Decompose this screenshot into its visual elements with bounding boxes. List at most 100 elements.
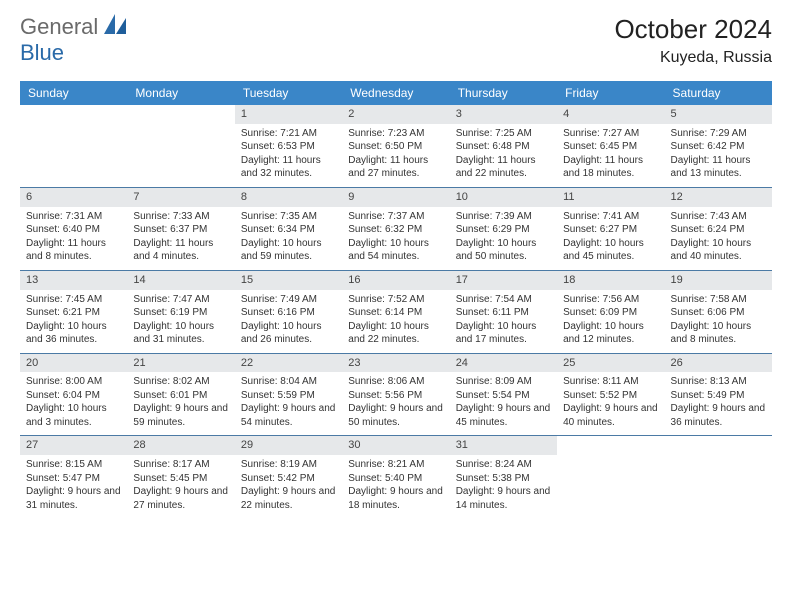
sunrise-text: Sunrise: 8:11 AM <box>563 375 658 389</box>
daylight-text: Daylight: 10 hours and 40 minutes. <box>671 237 766 264</box>
day-number: 31 <box>450 436 557 455</box>
day-body: Sunrise: 7:54 AMSunset: 6:11 PMDaylight:… <box>450 290 557 353</box>
day-number: 24 <box>450 354 557 373</box>
calendar-day-cell <box>127 105 234 187</box>
day-body: Sunrise: 8:06 AMSunset: 5:56 PMDaylight:… <box>342 372 449 435</box>
day-body <box>557 440 664 496</box>
calendar-day-cell: 18Sunrise: 7:56 AMSunset: 6:09 PMDayligh… <box>557 270 664 353</box>
day-body: Sunrise: 7:27 AMSunset: 6:45 PMDaylight:… <box>557 124 664 187</box>
sunrise-text: Sunrise: 8:21 AM <box>348 458 443 472</box>
sunset-text: Sunset: 5:38 PM <box>456 472 551 486</box>
sunset-text: Sunset: 6:37 PM <box>133 223 228 237</box>
brand-word-2: Blue <box>20 40 64 65</box>
daylight-text: Daylight: 9 hours and 54 minutes. <box>241 402 336 429</box>
calendar-week-row: 27Sunrise: 8:15 AMSunset: 5:47 PMDayligh… <box>20 436 772 518</box>
sunset-text: Sunset: 6:19 PM <box>133 306 228 320</box>
calendar-day-cell <box>20 105 127 187</box>
day-number: 13 <box>20 271 127 290</box>
day-body <box>665 440 772 496</box>
day-number: 9 <box>342 188 449 207</box>
daylight-text: Daylight: 11 hours and 18 minutes. <box>563 154 658 181</box>
sunset-text: Sunset: 5:56 PM <box>348 389 443 403</box>
sunrise-text: Sunrise: 7:43 AM <box>671 210 766 224</box>
sunset-text: Sunset: 6:50 PM <box>348 140 443 154</box>
top-bar: General Blue October 2024 Kuyeda, Russia <box>20 14 772 67</box>
daylight-text: Daylight: 10 hours and 50 minutes. <box>456 237 551 264</box>
sunset-text: Sunset: 6:06 PM <box>671 306 766 320</box>
day-body: Sunrise: 7:35 AMSunset: 6:34 PMDaylight:… <box>235 207 342 270</box>
calendar-day-cell: 16Sunrise: 7:52 AMSunset: 6:14 PMDayligh… <box>342 270 449 353</box>
sunrise-text: Sunrise: 7:52 AM <box>348 293 443 307</box>
daylight-text: Daylight: 11 hours and 27 minutes. <box>348 154 443 181</box>
calendar-day-cell: 30Sunrise: 8:21 AMSunset: 5:40 PMDayligh… <box>342 436 449 518</box>
day-body: Sunrise: 8:00 AMSunset: 6:04 PMDaylight:… <box>20 372 127 435</box>
sunrise-text: Sunrise: 7:45 AM <box>26 293 121 307</box>
day-body: Sunrise: 7:23 AMSunset: 6:50 PMDaylight:… <box>342 124 449 187</box>
day-body: Sunrise: 8:13 AMSunset: 5:49 PMDaylight:… <box>665 372 772 435</box>
daylight-text: Daylight: 9 hours and 31 minutes. <box>26 485 121 512</box>
calendar-body: 1Sunrise: 7:21 AMSunset: 6:53 PMDaylight… <box>20 105 772 518</box>
sunset-text: Sunset: 5:47 PM <box>26 472 121 486</box>
sunset-text: Sunset: 5:54 PM <box>456 389 551 403</box>
daylight-text: Daylight: 9 hours and 59 minutes. <box>133 402 228 429</box>
sunrise-text: Sunrise: 7:33 AM <box>133 210 228 224</box>
sunset-text: Sunset: 6:11 PM <box>456 306 551 320</box>
day-number: 3 <box>450 105 557 124</box>
brand-word-1: General <box>20 14 98 39</box>
daylight-text: Daylight: 10 hours and 31 minutes. <box>133 320 228 347</box>
sunset-text: Sunset: 5:45 PM <box>133 472 228 486</box>
sunrise-text: Sunrise: 7:29 AM <box>671 127 766 141</box>
sunrise-text: Sunrise: 7:41 AM <box>563 210 658 224</box>
day-body: Sunrise: 7:41 AMSunset: 6:27 PMDaylight:… <box>557 207 664 270</box>
sunset-text: Sunset: 5:52 PM <box>563 389 658 403</box>
day-body <box>127 109 234 165</box>
weekday-header: Friday <box>557 81 664 105</box>
sunset-text: Sunset: 5:40 PM <box>348 472 443 486</box>
calendar-day-cell: 24Sunrise: 8:09 AMSunset: 5:54 PMDayligh… <box>450 353 557 436</box>
daylight-text: Daylight: 11 hours and 8 minutes. <box>26 237 121 264</box>
sunrise-text: Sunrise: 8:19 AM <box>241 458 336 472</box>
weekday-header: Monday <box>127 81 234 105</box>
daylight-text: Daylight: 9 hours and 40 minutes. <box>563 402 658 429</box>
sunrise-text: Sunrise: 7:35 AM <box>241 210 336 224</box>
location-title: Kuyeda, Russia <box>614 49 772 67</box>
sunset-text: Sunset: 6:24 PM <box>671 223 766 237</box>
day-number: 28 <box>127 436 234 455</box>
sunrise-text: Sunrise: 7:47 AM <box>133 293 228 307</box>
day-number: 29 <box>235 436 342 455</box>
sunset-text: Sunset: 6:09 PM <box>563 306 658 320</box>
calendar-day-cell: 20Sunrise: 8:00 AMSunset: 6:04 PMDayligh… <box>20 353 127 436</box>
sunrise-text: Sunrise: 7:23 AM <box>348 127 443 141</box>
day-body: Sunrise: 8:09 AMSunset: 5:54 PMDaylight:… <box>450 372 557 435</box>
daylight-text: Daylight: 10 hours and 45 minutes. <box>563 237 658 264</box>
sunset-text: Sunset: 6:48 PM <box>456 140 551 154</box>
brand-logo: General Blue <box>20 14 126 66</box>
day-number: 6 <box>20 188 127 207</box>
calendar-day-cell: 14Sunrise: 7:47 AMSunset: 6:19 PMDayligh… <box>127 270 234 353</box>
day-number: 16 <box>342 271 449 290</box>
calendar-day-cell: 29Sunrise: 8:19 AMSunset: 5:42 PMDayligh… <box>235 436 342 518</box>
sunrise-text: Sunrise: 7:54 AM <box>456 293 551 307</box>
sunset-text: Sunset: 6:45 PM <box>563 140 658 154</box>
day-number: 15 <box>235 271 342 290</box>
day-body: Sunrise: 8:15 AMSunset: 5:47 PMDaylight:… <box>20 455 127 518</box>
calendar-day-cell: 25Sunrise: 8:11 AMSunset: 5:52 PMDayligh… <box>557 353 664 436</box>
sunrise-text: Sunrise: 7:49 AM <box>241 293 336 307</box>
sunset-text: Sunset: 6:04 PM <box>26 389 121 403</box>
daylight-text: Daylight: 9 hours and 50 minutes. <box>348 402 443 429</box>
daylight-text: Daylight: 10 hours and 26 minutes. <box>241 320 336 347</box>
calendar-day-cell: 2Sunrise: 7:23 AMSunset: 6:50 PMDaylight… <box>342 105 449 187</box>
daylight-text: Daylight: 11 hours and 13 minutes. <box>671 154 766 181</box>
calendar-day-cell: 22Sunrise: 8:04 AMSunset: 5:59 PMDayligh… <box>235 353 342 436</box>
sail-icon <box>104 14 126 39</box>
sunrise-text: Sunrise: 7:58 AM <box>671 293 766 307</box>
calendar-day-cell: 4Sunrise: 7:27 AMSunset: 6:45 PMDaylight… <box>557 105 664 187</box>
daylight-text: Daylight: 9 hours and 18 minutes. <box>348 485 443 512</box>
sunset-text: Sunset: 6:42 PM <box>671 140 766 154</box>
calendar-day-cell: 13Sunrise: 7:45 AMSunset: 6:21 PMDayligh… <box>20 270 127 353</box>
day-body: Sunrise: 7:52 AMSunset: 6:14 PMDaylight:… <box>342 290 449 353</box>
calendar-day-cell: 1Sunrise: 7:21 AMSunset: 6:53 PMDaylight… <box>235 105 342 187</box>
calendar-day-cell: 7Sunrise: 7:33 AMSunset: 6:37 PMDaylight… <box>127 187 234 270</box>
sunset-text: Sunset: 6:32 PM <box>348 223 443 237</box>
title-block: October 2024 Kuyeda, Russia <box>614 14 772 67</box>
